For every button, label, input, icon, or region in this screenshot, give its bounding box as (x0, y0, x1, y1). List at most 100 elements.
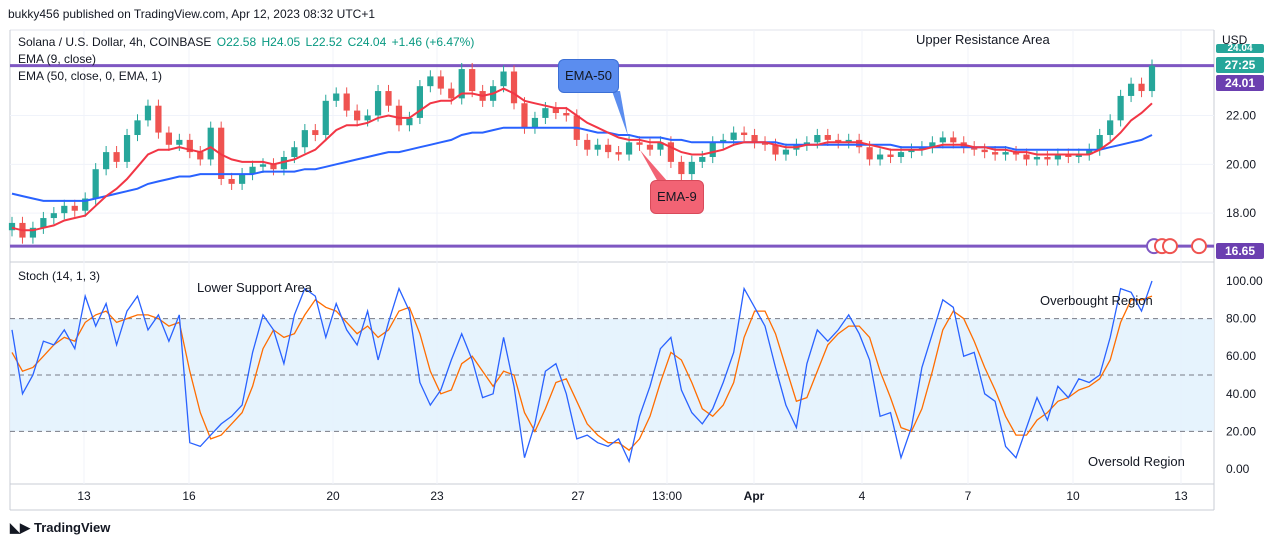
stoch-tick-label: 80.00 (1226, 312, 1256, 326)
candle-body (322, 100, 329, 136)
support-price-tag: 16.65 (1216, 243, 1264, 259)
top-price-tag: 24.04 (1216, 44, 1264, 53)
stoch-tick-label: 100.00 (1226, 274, 1263, 288)
high-value: H24.05 (261, 35, 301, 49)
candle-body (594, 144, 601, 150)
candle-body (1023, 154, 1030, 160)
footer-brand[interactable]: ◣▶ TradingView (10, 520, 110, 536)
candle-body (437, 76, 444, 89)
candle-body (605, 144, 612, 153)
currency-label[interactable]: USD (1222, 33, 1248, 47)
stoch-pane[interactable] (10, 280, 1214, 464)
candle-body (918, 147, 926, 150)
countdown-tag: 27:25 (1216, 57, 1264, 73)
candle-body (992, 152, 999, 155)
candle-body (709, 142, 716, 157)
last-price-tag: 24.01 (1216, 75, 1264, 91)
candle-body (259, 164, 267, 167)
candle-body (636, 142, 643, 145)
candle-body (552, 108, 559, 114)
symbol-label[interactable]: Solana / U.S. Dollar, 4h, COINBASE (18, 35, 212, 49)
ema9-callout[interactable]: EMA-9 (650, 180, 704, 214)
stoch-legend[interactable]: Stoch (14, 1, 3) (18, 269, 101, 283)
candle-body (939, 137, 946, 143)
change-value: +1.46 (+6.47%) (391, 35, 475, 49)
candle-body (1117, 95, 1124, 121)
candle-body (1033, 156, 1041, 160)
candle-body (312, 130, 319, 136)
time-tick-label: 13 (1174, 489, 1188, 503)
stoch-tick-label: 0.00 (1226, 462, 1250, 476)
candle-body (1044, 156, 1051, 160)
candle-body (333, 93, 340, 101)
candle-body (761, 142, 769, 145)
time-tick-label: Apr (744, 489, 765, 503)
candle-body (521, 103, 528, 128)
candle-body (92, 169, 99, 199)
candle-body (228, 178, 235, 184)
candle-body (8, 222, 16, 231)
candle-body (1148, 65, 1156, 92)
candle-body (458, 69, 465, 99)
low-value: L22.52 (305, 35, 343, 49)
candle-body (82, 198, 89, 211)
time-tick-label: 23 (430, 489, 444, 503)
candle-body (751, 135, 758, 143)
candle-body (971, 147, 978, 150)
ema9-legend[interactable]: EMA (9, close) (18, 52, 97, 66)
candle-body (824, 135, 831, 140)
oversold-label: Oversold Region (1088, 454, 1185, 469)
candle-body (40, 218, 47, 228)
candle-body (113, 152, 120, 162)
candle-body (981, 149, 988, 153)
candle-body (50, 213, 57, 219)
candle-body (897, 152, 905, 157)
price-pane[interactable] (8, 59, 1214, 255)
candle-body (803, 142, 810, 145)
candle-body (510, 71, 518, 104)
candle-body (71, 205, 78, 211)
stoch-tick-label: 40.00 (1226, 387, 1256, 401)
candle-body (207, 127, 214, 160)
time-tick-label: 27 (571, 489, 585, 503)
stoch-tick-label: 60.00 (1226, 349, 1256, 363)
candle-body (908, 149, 915, 153)
lower-support-label: Lower Support Area (197, 280, 312, 295)
time-tick-label: 7 (965, 489, 972, 503)
candle-body (343, 93, 350, 111)
axes: 22.00 20.00 18.00 13 16 20 23 27 13:00 Apr 4 7 10 13 1… (77, 108, 1263, 503)
ema50-legend[interactable]: EMA (50, close, 0, EMA, 1) (18, 69, 163, 83)
ohlc-legend: Solana / U.S. Dollar, 4h, COINBASE O22.5… (18, 35, 476, 49)
candle-body (186, 139, 193, 153)
ema50-line (11, 126, 1153, 202)
candle-body (1054, 154, 1061, 160)
candle-body (1086, 149, 1093, 155)
upper-resistance-label: Upper Resistance Area (916, 32, 1050, 47)
stoch-tick-label: 20.00 (1226, 424, 1256, 438)
candle-body (144, 105, 152, 121)
close-value: C24.04 (347, 35, 387, 49)
candle-body (176, 139, 183, 145)
candle-body (782, 149, 790, 155)
stoch-d-line (11, 295, 1153, 452)
open-value: O22.58 (216, 35, 257, 49)
candle-body (615, 152, 622, 155)
ema50-callout[interactable]: EMA-50 (558, 59, 619, 93)
candle-body (1127, 83, 1135, 96)
candle-body (950, 137, 957, 143)
candle-body (563, 113, 570, 116)
candle-body (395, 105, 403, 126)
candle-body (500, 71, 507, 87)
candle-body (730, 132, 737, 140)
candle-body (406, 117, 413, 126)
price-tick-label: 18.00 (1226, 206, 1256, 220)
candle-body (249, 166, 256, 175)
candle-body (364, 115, 371, 121)
candle-body (1065, 154, 1072, 157)
candle-body (1075, 154, 1082, 157)
candle-body (134, 120, 141, 136)
candle-body (625, 142, 633, 155)
candle-body (270, 164, 277, 170)
candle-body (354, 110, 361, 121)
